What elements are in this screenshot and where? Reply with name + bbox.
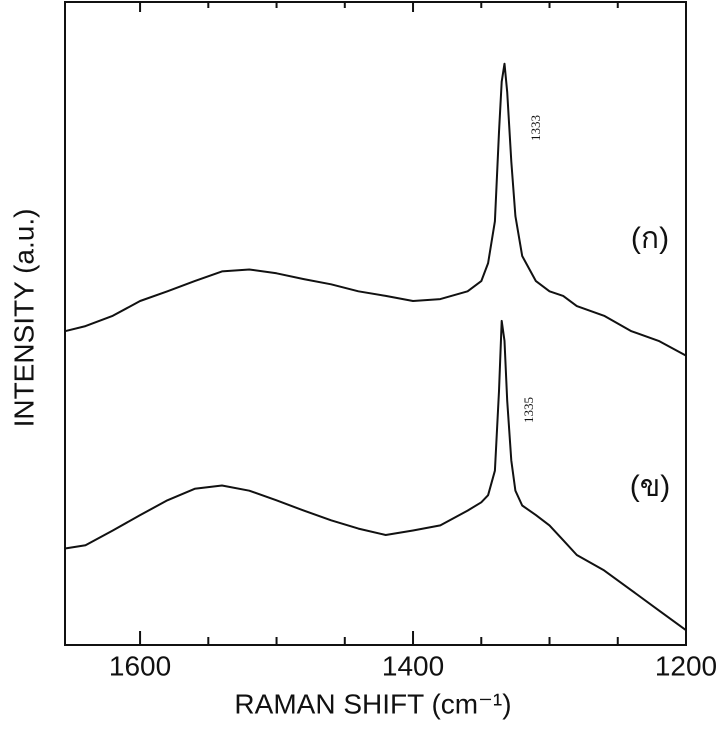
x-tick-label: 1200 — [655, 650, 717, 681]
y-axis-label: INTENSITY (a.u.) — [8, 209, 39, 428]
spectrum-line — [64, 319, 687, 632]
peak-annotation: 1333 — [528, 115, 543, 141]
spectrum-line — [64, 62, 687, 357]
x-tick-label: 1400 — [382, 650, 444, 681]
peak-annotation: 1335 — [521, 397, 536, 423]
plot-frame — [64, 1, 687, 646]
x-tick-label: 1600 — [109, 650, 171, 681]
series-label: (ก) — [631, 222, 669, 255]
x-axis-label: RAMAN SHIFT (cm⁻¹) — [234, 688, 511, 719]
series-label: (ข) — [630, 470, 671, 503]
